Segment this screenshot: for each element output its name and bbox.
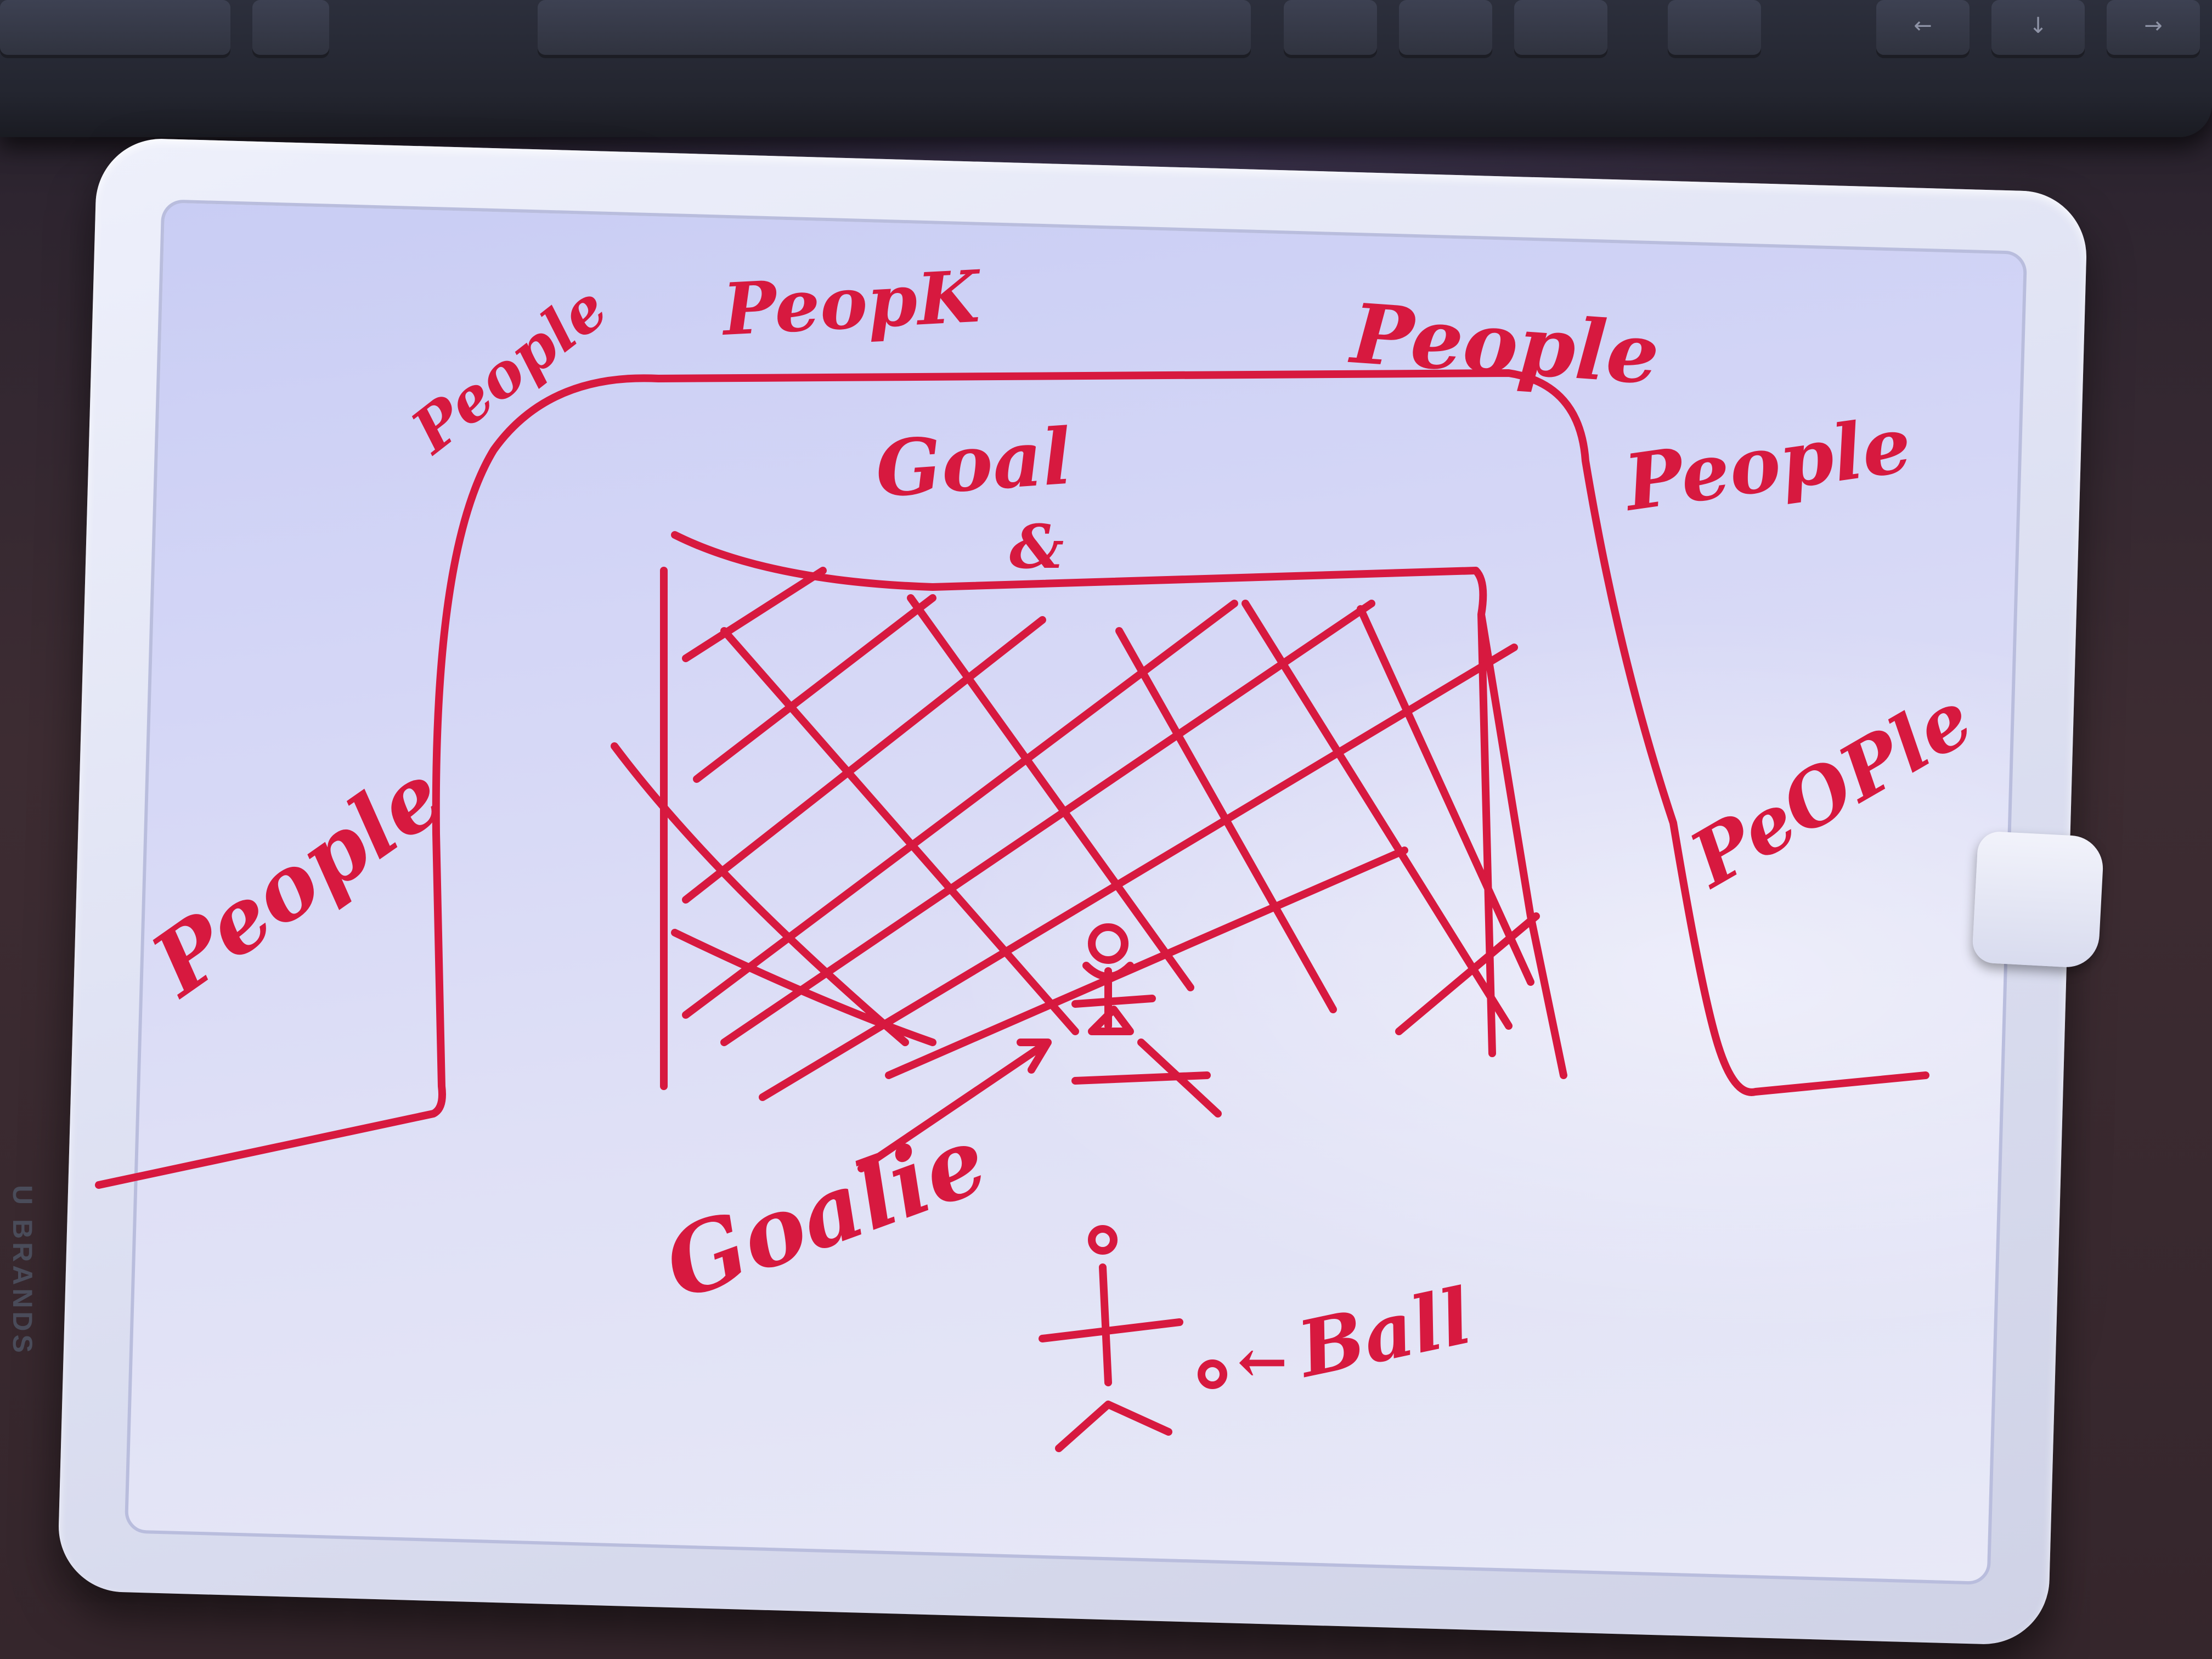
arrow-left-icon: ← (1914, 13, 1932, 38)
label-goalie: Goalie (651, 1104, 1001, 1321)
arrow-down-key: ↓ (1991, 0, 2085, 55)
label-people: People (132, 743, 462, 1017)
label-people: People (397, 272, 620, 467)
keyboard-key (1514, 0, 1607, 55)
label-people: People (1617, 399, 1917, 529)
arrow-right-icon: → (2144, 13, 2163, 38)
arrow-right-key: → (2107, 0, 2200, 55)
arrow-down-icon: ↓ (2029, 13, 2047, 38)
label-goal-marker: & (1009, 511, 1064, 582)
goalie-arrow (857, 1039, 1052, 1172)
goal-net (611, 567, 1540, 1101)
label-ball: Ball (1289, 1271, 1479, 1396)
keyboard-key (1668, 0, 1761, 55)
label-goal: Goal (873, 411, 1074, 515)
keyboard-key (1284, 0, 1377, 55)
arrow-left-key: ← (1876, 0, 1970, 55)
stadium-outline (95, 369, 1929, 1189)
keyboard: ← ↓ → (0, 0, 2212, 137)
label-people: People (1346, 285, 1662, 403)
keyboard-key (538, 0, 1251, 55)
keyboard-key (0, 0, 230, 55)
player-figure (1039, 1225, 1183, 1452)
label-people: PeOPle (1674, 673, 1988, 906)
label-ball-arrow: ← (1237, 1326, 1288, 1397)
goalie-figure (1071, 923, 1222, 1118)
keyboard-key (1399, 0, 1492, 55)
label-people: PeopK (719, 254, 984, 352)
keyboard-key (252, 0, 329, 55)
goal-frame (660, 531, 1567, 1090)
brand-label: U BRANDS (7, 1185, 38, 1356)
ball-icon (1198, 1359, 1227, 1389)
